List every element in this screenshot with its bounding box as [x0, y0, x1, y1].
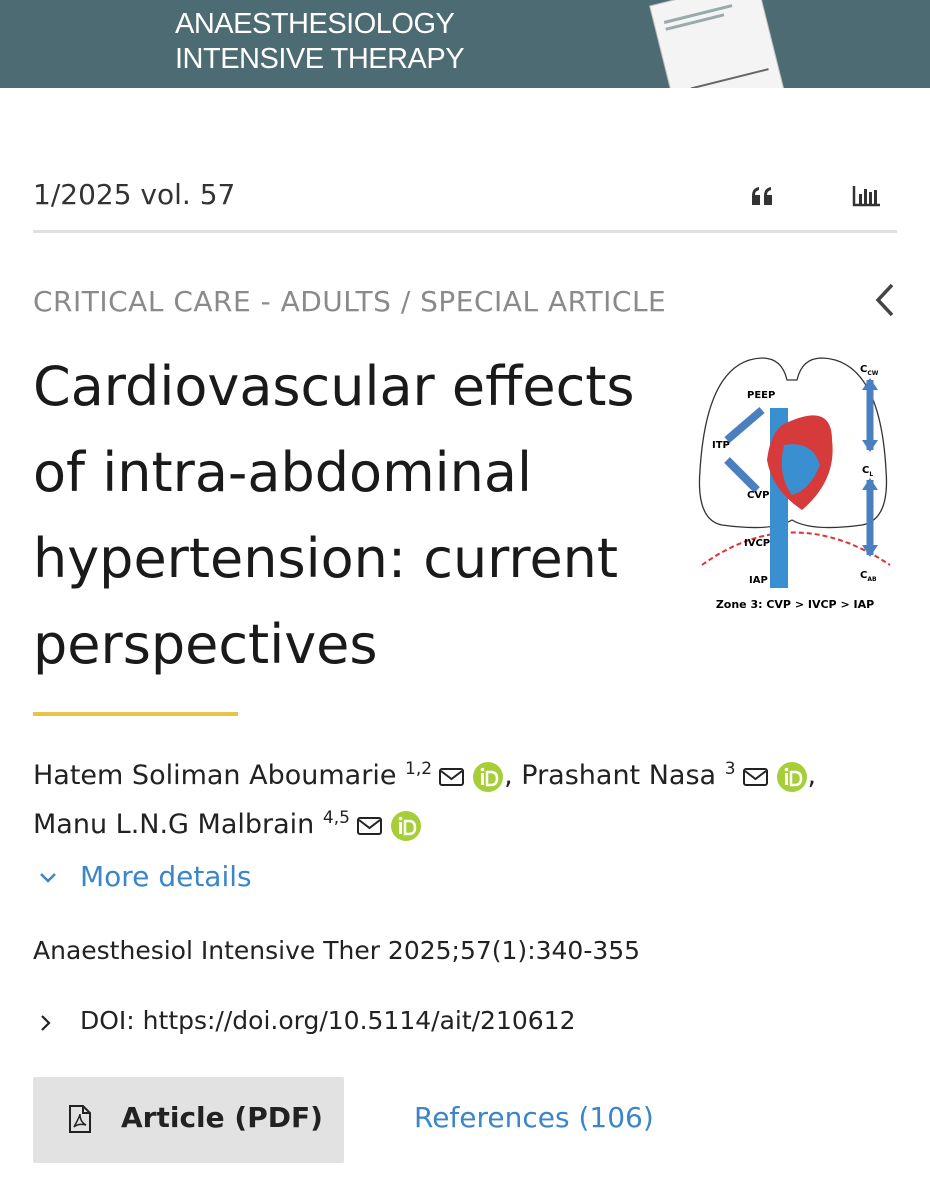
email-icon[interactable]	[742, 766, 770, 788]
author-name[interactable]: Prashant Nasa	[521, 760, 717, 791]
email-icon[interactable]	[356, 815, 384, 837]
references-link[interactable]: References (106)	[414, 1101, 654, 1134]
metrics-icon[interactable]	[852, 184, 882, 208]
doi-chevron[interactable]	[38, 1013, 54, 1033]
orcid-icon[interactable]	[472, 761, 504, 793]
figure-label: CAB	[860, 570, 877, 583]
authors: Hatem Soliman Aboumarie 1,2, Prashant Na…	[33, 748, 903, 846]
figure-label: ITP	[712, 440, 730, 451]
citation: Anaesthesiol Intensive Ther 2025;57(1):3…	[33, 936, 641, 965]
author: Prashant Nasa 3,	[521, 759, 817, 793]
figure-label: CL	[862, 465, 873, 478]
doi[interactable]: DOI: https://doi.org/10.5114/ait/210612	[80, 1006, 576, 1035]
expand-chevron[interactable]	[38, 870, 58, 886]
article-title: Cardiovascular effects of intra-abdomina…	[33, 355, 635, 676]
more-details[interactable]: More details	[80, 860, 252, 893]
pdf-icon	[69, 1105, 91, 1133]
orcid-icon[interactable]	[390, 810, 422, 842]
affiliation[interactable]: 1,2	[405, 759, 433, 779]
affiliation[interactable]: 3	[724, 759, 736, 779]
separator: ,	[807, 760, 817, 791]
pdf-button-label[interactable]: Article (PDF)	[121, 1101, 323, 1134]
separator: ,	[504, 760, 513, 791]
accent-bar	[33, 712, 238, 716]
figure-caption: Zone 3: CVP > IVCP > IAP	[716, 598, 874, 611]
author: Hatem Soliman Aboumarie 1,2,	[33, 759, 513, 793]
figure-label: CVP	[747, 490, 769, 501]
pdf-button[interactable]	[33, 1077, 344, 1163]
divider	[33, 230, 897, 233]
figure-label: IAP	[749, 575, 768, 586]
back-chevron[interactable]	[872, 282, 898, 318]
graphical-abstract[interactable]: PEEP ITP CVP IVCP IAP CCW CL CAB Zone 3:…	[692, 350, 898, 618]
orcid-icon[interactable]	[776, 761, 808, 793]
figure-label: PEEP	[747, 390, 775, 401]
email-icon[interactable]	[438, 766, 466, 788]
figure-label: IVCP	[744, 538, 770, 549]
author-name[interactable]: Manu L.N.G Malbrain	[33, 809, 315, 840]
affiliation[interactable]: 4,5	[322, 808, 350, 828]
section-label[interactable]: CRITICAL CARE - ADULTS / SPECIAL ARTICLE	[33, 285, 667, 318]
issue: 1/2025 vol. 57	[33, 178, 236, 211]
figure-label: CCW	[860, 364, 879, 377]
journal-cover	[649, 0, 787, 88]
header: ANAESTHESIOLOGY INTENSIVE THERAPY	[0, 0, 930, 88]
author-name[interactable]: Hatem Soliman Aboumarie	[33, 760, 397, 791]
author: Manu L.N.G Malbrain 4,5	[33, 808, 422, 842]
logo-line[interactable]: INTENSIVE THERAPY	[175, 43, 465, 75]
cite-icon[interactable]	[750, 186, 776, 208]
logo-line[interactable]: ANAESTHESIOLOGY	[175, 8, 455, 40]
